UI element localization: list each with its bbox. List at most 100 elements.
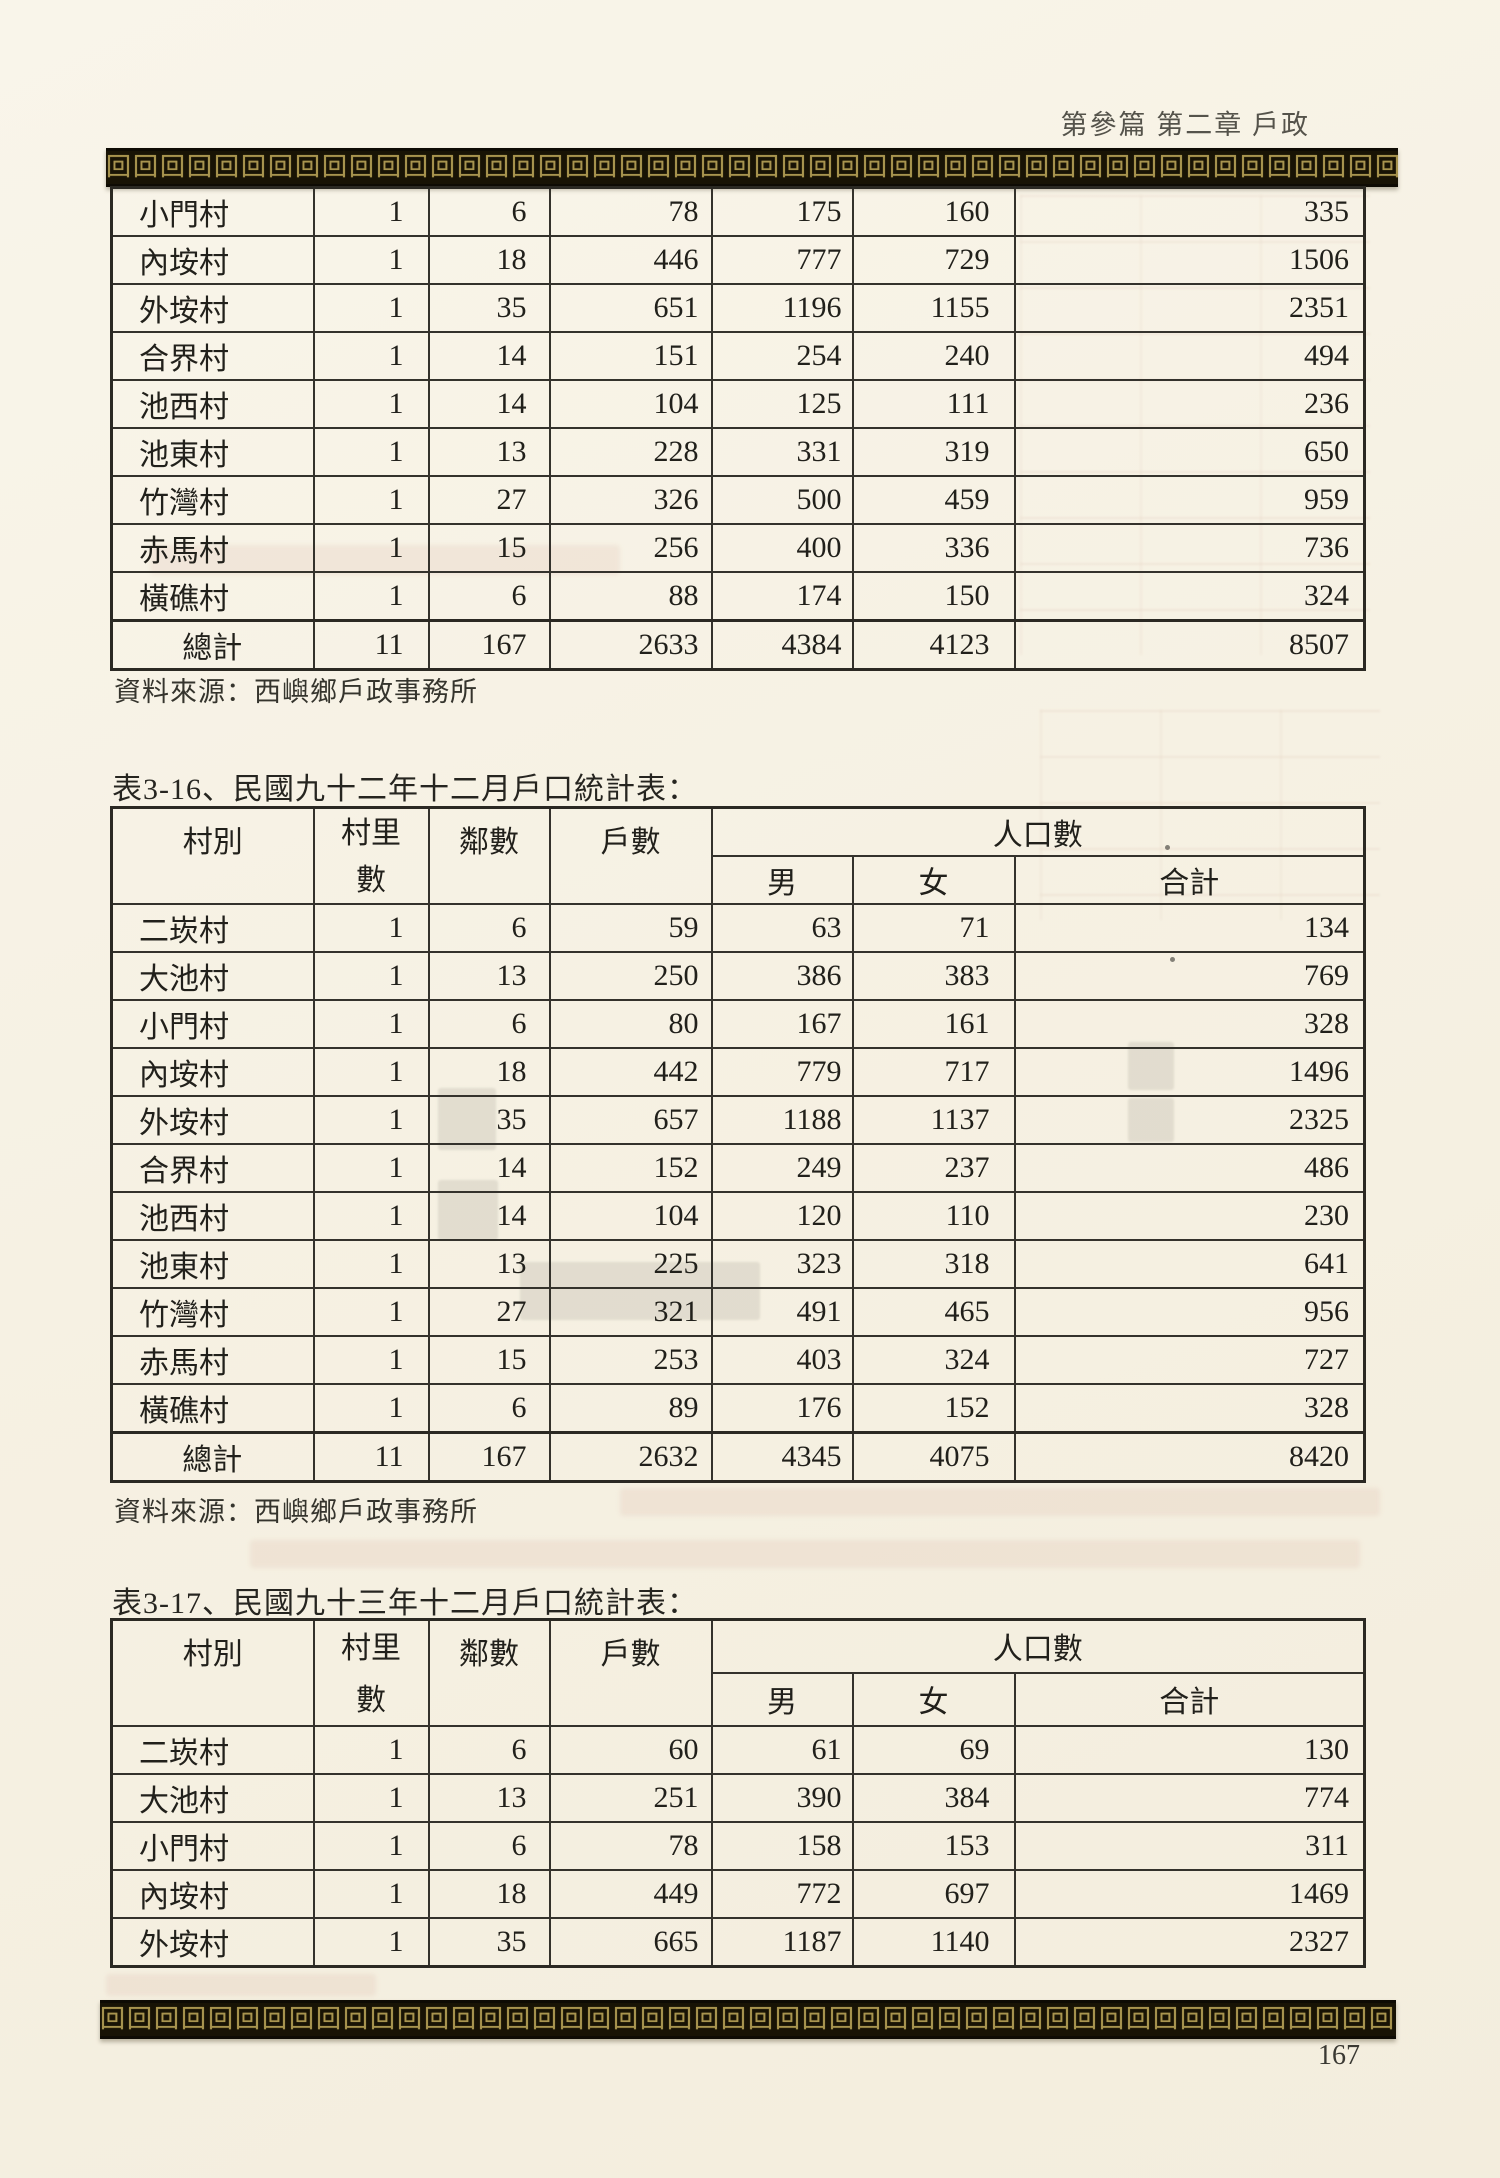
value-cell: 236 [1013, 379, 1366, 429]
col-header-male: 男 [710, 855, 854, 905]
value-cell: 2633 [548, 619, 713, 671]
value-cell: 777 [710, 235, 854, 285]
value-cell: 1 [312, 1191, 430, 1241]
value-cell: 449 [548, 1869, 713, 1919]
value-cell: 442 [548, 1047, 713, 1097]
village-name-cell: 竹灣村 [110, 1287, 315, 1337]
table-row: 池東村 1 13 225 323 318 641 [110, 1239, 1366, 1289]
value-cell: 134 [1013, 903, 1366, 953]
table-row: 外垵村 1 35 665 1187 1140 2327 [110, 1917, 1366, 1968]
value-cell: 311 [1013, 1821, 1366, 1871]
village-name-cell: 赤馬村 [110, 523, 315, 573]
col-header-neighborhoods: 鄰數 [427, 806, 551, 905]
meander-pattern: 回回回回回回回回回回回回回回回回回回回回回回回回回回回回回回回回回回回回回回回回… [100, 2006, 1396, 2033]
table-row: 內垵村 1 18 446 777 729 1506 [110, 235, 1366, 285]
value-cell: 326 [548, 475, 713, 525]
value-cell: 319 [851, 427, 1016, 477]
value-cell: 59 [548, 903, 713, 953]
value-cell: 465 [851, 1287, 1016, 1337]
village-name-cell: 池西村 [110, 379, 315, 429]
value-cell: 400 [710, 523, 854, 573]
value-cell: 323 [710, 1239, 854, 1289]
village-name-cell: 池東村 [110, 1239, 315, 1289]
running-header: 第參篇 第二章 戶政 [1060, 110, 1310, 140]
value-cell: 250 [548, 951, 713, 1001]
value-cell: 69 [851, 1725, 1016, 1775]
value-cell: 18 [427, 235, 551, 285]
village-name-cell: 總計 [110, 619, 315, 671]
value-cell: 1 [312, 283, 430, 333]
value-cell: 125 [710, 379, 854, 429]
value-cell: 390 [710, 1773, 854, 1823]
value-cell: 1 [312, 1773, 430, 1823]
table-row: 內垵村 1 18 449 772 697 1469 [110, 1869, 1366, 1919]
value-cell: 104 [548, 1191, 713, 1241]
table-header: 村別 村里 數 鄰數 戶數 人口數 男 女 合計 [110, 1618, 1366, 1728]
value-cell: 4345 [710, 1431, 854, 1483]
value-cell: 11 [312, 619, 430, 671]
value-cell: 152 [548, 1143, 713, 1193]
table-body: 二崁村 1 6 59 63 71 134 大池村 1 13 250 386 383 769 小門村 1 6 80 1… [110, 903, 1366, 1483]
village-name-cell: 竹灣村 [110, 475, 315, 525]
col-header-total: 合計 [1013, 855, 1366, 905]
village-name-cell: 大池村 [110, 951, 315, 1001]
value-cell: 665 [548, 1917, 713, 1968]
col-header-neighborhoods: 鄰數 [427, 1618, 551, 1727]
value-cell: 697 [851, 1869, 1016, 1919]
value-cell: 253 [548, 1335, 713, 1385]
value-cell: 150 [851, 571, 1016, 622]
village-name-cell: 內垵村 [110, 235, 315, 285]
table-row: 小門村 1 6 78 158 153 311 [110, 1821, 1366, 1871]
table-header: 村別 村里 數 鄰數 戶數 人口數 男 女 合計 [110, 806, 1366, 905]
village-name-cell: 內垵村 [110, 1869, 315, 1919]
value-cell: 167 [427, 1431, 551, 1483]
col-header-total: 合計 [1013, 1671, 1366, 1728]
value-cell: 403 [710, 1335, 854, 1385]
village-name-cell: 外垵村 [110, 1095, 315, 1145]
value-cell: 331 [710, 427, 854, 477]
value-cell: 225 [548, 1239, 713, 1289]
value-cell: 335 [1013, 186, 1366, 237]
value-cell: 240 [851, 331, 1016, 381]
value-cell: 175 [710, 186, 854, 237]
value-cell: 1187 [710, 1917, 854, 1968]
value-cell: 161 [851, 999, 1016, 1049]
value-cell: 6 [427, 903, 551, 953]
table-row: 二崁村 1 6 60 61 69 130 [110, 1725, 1366, 1775]
village-name-cell: 二崁村 [110, 1725, 315, 1775]
table-title: 表3-17、民國九十三年十二月戶口統計表： [112, 1587, 698, 1620]
bleed-through-ghost [106, 1974, 376, 1996]
value-cell: 27 [427, 475, 551, 525]
value-cell: 6 [427, 1821, 551, 1871]
table-row: 大池村 1 13 251 390 384 774 [110, 1773, 1366, 1823]
top-border-ornament: 回回回回回回回回回回回回回回回回回回回回回回回回回回回回回回回回回回回回回回回回… [106, 148, 1398, 187]
value-cell: 500 [710, 475, 854, 525]
value-cell: 1 [312, 1047, 430, 1097]
table-body: 小門村 1 6 78 175 160 335 內垵村 1 18 446 777 729 1506 外垵村 1 3… [110, 186, 1366, 671]
value-cell: 769 [1013, 951, 1366, 1001]
village-name-cell: 總計 [110, 1431, 315, 1483]
value-cell: 384 [851, 1773, 1016, 1823]
value-cell: 4123 [851, 619, 1016, 671]
value-cell: 130 [1013, 1725, 1366, 1775]
value-cell: 8420 [1013, 1431, 1366, 1483]
table-body: 二崁村 1 6 60 61 69 130 大池村 1 13 251 390 384 774 小門村 1 6 78 1… [110, 1725, 1366, 1968]
value-cell: 89 [548, 1383, 713, 1434]
source-note: 資料來源：西嶼鄉戶政事務所 [114, 1497, 478, 1527]
col-header-village: 村別 [110, 806, 315, 905]
value-cell: 15 [427, 523, 551, 573]
value-cell: 956 [1013, 1287, 1366, 1337]
col-header-village-count-line2: 數 [356, 1684, 386, 1717]
value-cell: 1 [312, 1869, 430, 1919]
value-cell: 1 [312, 1725, 430, 1775]
value-cell: 251 [548, 1773, 713, 1823]
data-table: 小門村 1 6 78 175 160 335 內垵村 1 18 446 777 729 1506 外垵村 1 3… [110, 186, 1366, 671]
col-header-village-count-line2: 數 [356, 864, 386, 897]
value-cell: 1 [312, 1143, 430, 1193]
table-row: 赤馬村 1 15 253 403 324 727 [110, 1335, 1366, 1385]
value-cell: 1 [312, 1239, 430, 1289]
value-cell: 63 [710, 903, 854, 953]
value-cell: 386 [710, 951, 854, 1001]
value-cell: 78 [548, 186, 713, 237]
table-row: 池東村 1 13 228 331 319 650 [110, 427, 1366, 477]
